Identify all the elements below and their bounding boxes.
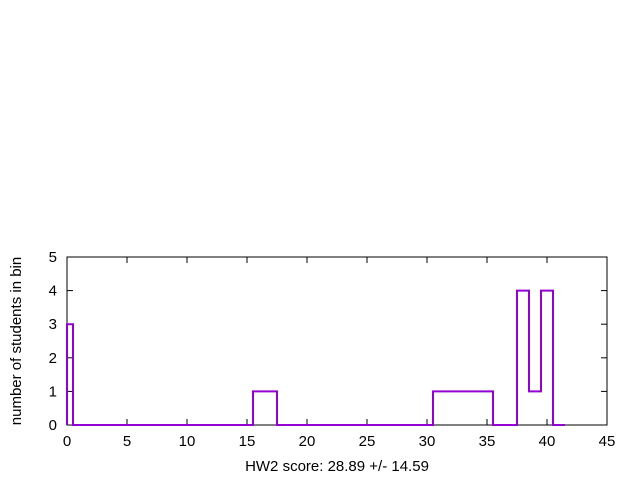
x-tick-label: 45 [599, 433, 616, 450]
x-axis-title: HW2 score: 28.89 +/- 14.59 [245, 458, 429, 475]
x-tick-label: 30 [419, 433, 436, 450]
x-tick-label: 15 [239, 433, 256, 450]
x-tick-label: 35 [479, 433, 496, 450]
y-tick-label: 5 [49, 249, 57, 266]
x-tick-label: 0 [63, 433, 71, 450]
x-tick-label: 25 [359, 433, 376, 450]
y-tick-label: 1 [49, 383, 57, 400]
y-axis-title: number of students in bin [8, 257, 25, 425]
plot-frame [66, 256, 608, 426]
histogram-series-line [66, 289, 565, 426]
y-tick-label: 2 [49, 350, 57, 367]
y-tick-label: 3 [49, 316, 57, 333]
x-tick-label: 20 [299, 433, 316, 450]
x-tick-label: 10 [179, 433, 196, 450]
y-tick-label: 4 [49, 283, 57, 300]
x-tick-label: 5 [123, 433, 131, 450]
x-axis-ticks: 0 5 10 15 20 25 30 35 40 45 [63, 257, 616, 450]
y-tick-label: 0 [49, 417, 57, 434]
y-axis-ticks: 0 1 2 3 4 5 [49, 249, 607, 434]
plot-border [66, 256, 608, 426]
series-layer [66, 289, 565, 426]
x-tick-label: 40 [539, 433, 556, 450]
